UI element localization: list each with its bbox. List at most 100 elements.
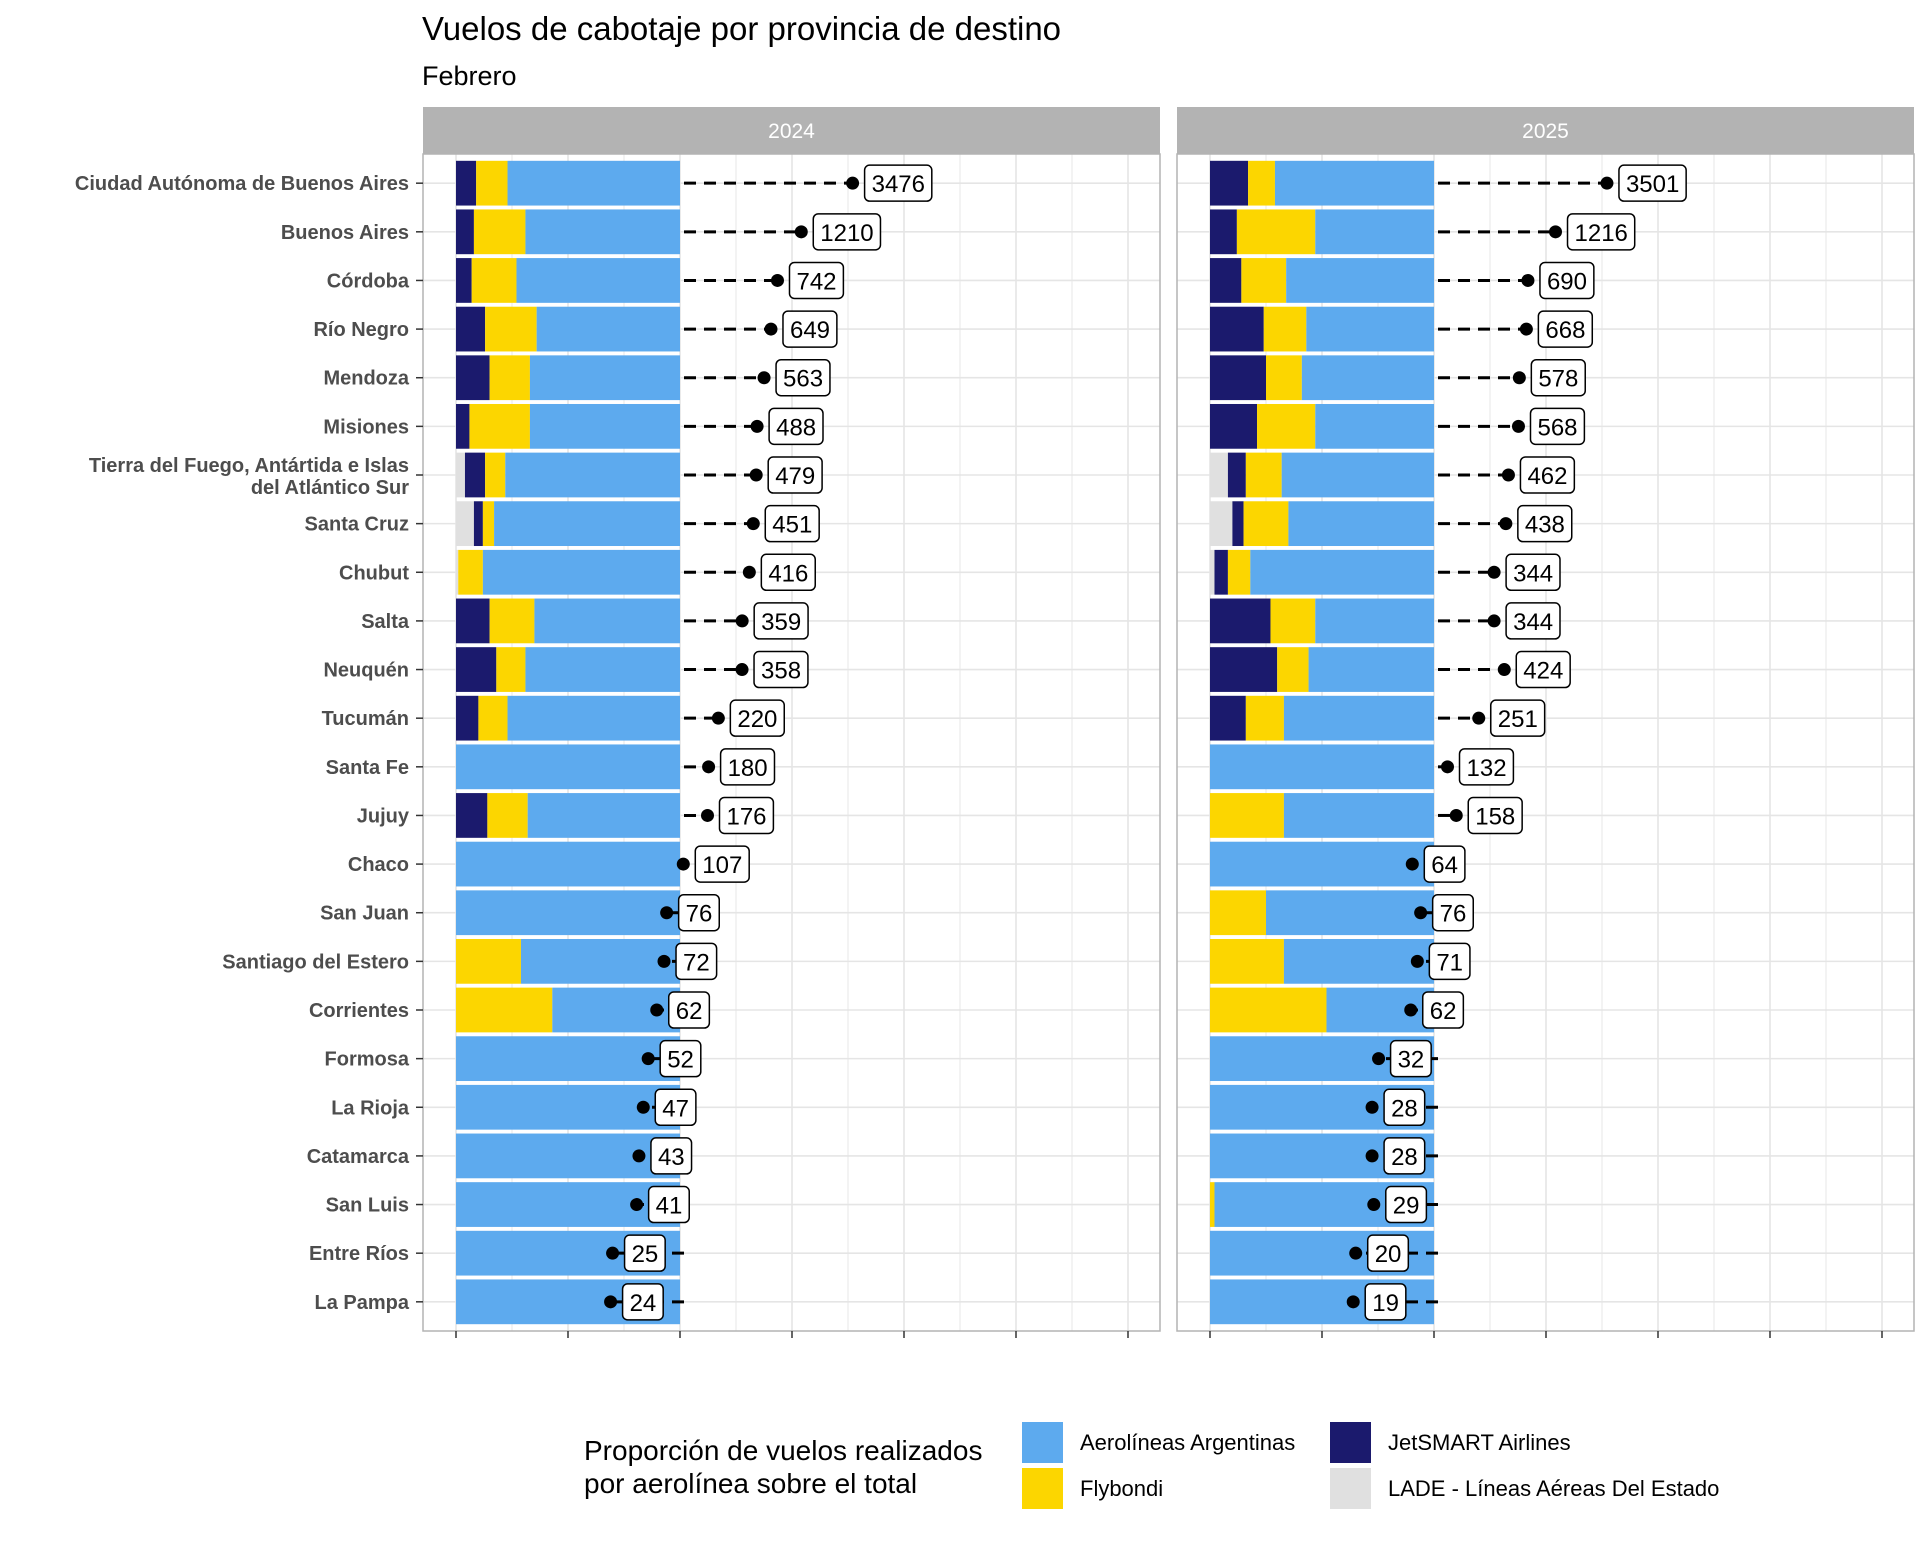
value-label-box-2024-16 — [675, 942, 718, 981]
legend: Proporción de vuelos realizados por aero… — [584, 1422, 1719, 1509]
value-label-box-2025-17 — [1421, 991, 1465, 1029]
bar-flybondi-2024-5 — [469, 403, 530, 449]
value-label-box-2025-11 — [1490, 699, 1546, 737]
value-label-2025-7: 438 — [1525, 512, 1565, 539]
value-label-box-2024-23 — [621, 1283, 664, 1321]
category-label-5: Misiones — [323, 416, 409, 438]
value-label-box-2025-14 — [1423, 845, 1466, 883]
bar-aerolineas-2025-10 — [1308, 647, 1434, 692]
value-label-2024-0: 3476 — [872, 171, 925, 198]
point-2024-17 — [650, 1003, 664, 1017]
bar-aerolineas-2024-3 — [536, 306, 680, 352]
legend-title-line2: por aerolínea sobre el total — [584, 1468, 917, 1499]
category-label-2: Córdoba — [327, 270, 410, 292]
bar-aerolineas-2024-8 — [482, 549, 680, 595]
point-2024-20 — [632, 1149, 646, 1163]
bar-flybondi-2024-17 — [456, 987, 553, 1033]
category-label-20: Catamarca — [307, 1146, 410, 1168]
category-label-3: Río Negro — [313, 319, 409, 341]
bar-aerolineas-2024-20 — [456, 1133, 680, 1179]
point-2025-6 — [1501, 468, 1515, 482]
bar-lade-2024-8 — [456, 549, 459, 595]
point-2025-22 — [1349, 1246, 1363, 1260]
point-2025-8 — [1487, 565, 1501, 579]
value-label-box-2025-3 — [1537, 310, 1594, 348]
point-2024-23 — [604, 1295, 618, 1309]
value-label-box-2024-1 — [812, 213, 882, 251]
point-2024-4 — [757, 371, 771, 385]
bar-aerolineas-2025-0 — [1274, 160, 1434, 206]
bar-flybondi-2025-11 — [1245, 695, 1284, 741]
legend-label-aerolineas: Aerolíneas Argentinas — [1080, 1430, 1295, 1455]
bar-flybondi-2025-7 — [1243, 501, 1289, 547]
point-2025-16 — [1410, 954, 1424, 968]
value-label-box-2025-22 — [1366, 1234, 1410, 1272]
value-label-2025-9: 344 — [1513, 609, 1553, 636]
value-label-2025-2: 690 — [1547, 268, 1587, 295]
point-2024-18 — [641, 1052, 655, 1066]
value-label-2025-19: 28 — [1391, 1095, 1418, 1122]
bar-aerolineas-2024-14 — [456, 841, 680, 887]
bar-jetsmart-2024-3 — [456, 306, 486, 352]
value-label-box-2024-19 — [654, 1088, 697, 1127]
category-label-11: Tucumán — [322, 708, 409, 730]
bar-aerolineas-2024-5 — [529, 403, 680, 449]
value-label-2024-10: 358 — [761, 658, 801, 685]
value-label-2024-8: 416 — [768, 560, 808, 587]
bar-flybondi-2024-4 — [489, 355, 530, 401]
bar-aerolineas-2025-4 — [1301, 355, 1434, 401]
value-label-2024-5: 488 — [776, 414, 816, 441]
value-label-box-2025-13 — [1467, 796, 1523, 835]
bar-aerolineas-2024-10 — [525, 647, 680, 692]
panel-strip-label-2025: 2025 — [1522, 120, 1569, 143]
bar-aerolineas-2025-6 — [1281, 452, 1434, 498]
value-label-box-2024-10 — [753, 650, 809, 689]
bar-aerolineas-2025-3 — [1306, 306, 1434, 352]
value-label-2025-16: 71 — [1436, 949, 1463, 976]
bar-lade-2024-6 — [456, 452, 465, 498]
bar-jetsmart-2024-1 — [456, 209, 474, 255]
legend-key-flybondi — [1022, 1468, 1063, 1509]
bar-jetsmart-2024-2 — [456, 258, 472, 303]
bar-jetsmart-2024-0 — [456, 160, 477, 206]
category-label-10: Neuquén — [323, 660, 409, 682]
bar-flybondi-2024-9 — [489, 598, 535, 644]
bar-aerolineas-2025-5 — [1315, 403, 1434, 449]
bar-aerolineas-2025-15 — [1266, 890, 1434, 936]
legend-label-flybondi: Flybondi — [1080, 1476, 1163, 1501]
category-labels: Ciudad Autónoma de Buenos Aires Buenos Ai… — [75, 173, 423, 1314]
bar-aerolineas-2025-1 — [1315, 209, 1434, 255]
legend-key-jetsmart — [1330, 1422, 1371, 1463]
bar-aerolineas-2025-13 — [1283, 793, 1434, 838]
point-2024-12 — [702, 760, 716, 774]
point-2025-1 — [1549, 225, 1563, 239]
category-label-18: Formosa — [325, 1049, 410, 1071]
bar-aerolineas-2025-8 — [1250, 549, 1434, 595]
category-label-7: Santa Cruz — [305, 514, 409, 536]
point-2024-1 — [794, 225, 808, 239]
bar-jetsmart-2025-7 — [1232, 501, 1244, 547]
value-label-box-2025-18 — [1389, 1039, 1432, 1078]
value-label-2025-12: 132 — [1467, 755, 1507, 782]
value-label-box-2025-7 — [1517, 504, 1573, 543]
bar-jetsmart-2024-4 — [456, 355, 490, 401]
value-label-box-2025-16 — [1428, 942, 1471, 981]
point-2024-3 — [764, 322, 778, 336]
value-label-box-2024-17 — [667, 991, 711, 1029]
value-label-box-2025-2 — [1539, 261, 1595, 300]
value-label-2025-5: 568 — [1537, 414, 1577, 441]
value-label-box-2024-4 — [775, 358, 831, 397]
category-label-23: La Pampa — [315, 1292, 410, 1314]
bar-aerolineas-2024-7 — [494, 501, 680, 547]
category-label-4: Mendoza — [323, 368, 409, 390]
value-label-box-2025-21 — [1385, 1185, 1428, 1224]
bar-aerolineas-2025-11 — [1283, 695, 1434, 741]
value-label-2025-1: 1216 — [1575, 220, 1628, 247]
panel-strip-2025 — [1177, 107, 1914, 154]
category-label-9: Salta — [361, 611, 410, 633]
bar-jetsmart-2025-5 — [1210, 403, 1258, 449]
point-2024-10 — [735, 663, 749, 677]
point-2024-9 — [735, 614, 749, 628]
bar-aerolineas-2024-4 — [529, 355, 680, 401]
